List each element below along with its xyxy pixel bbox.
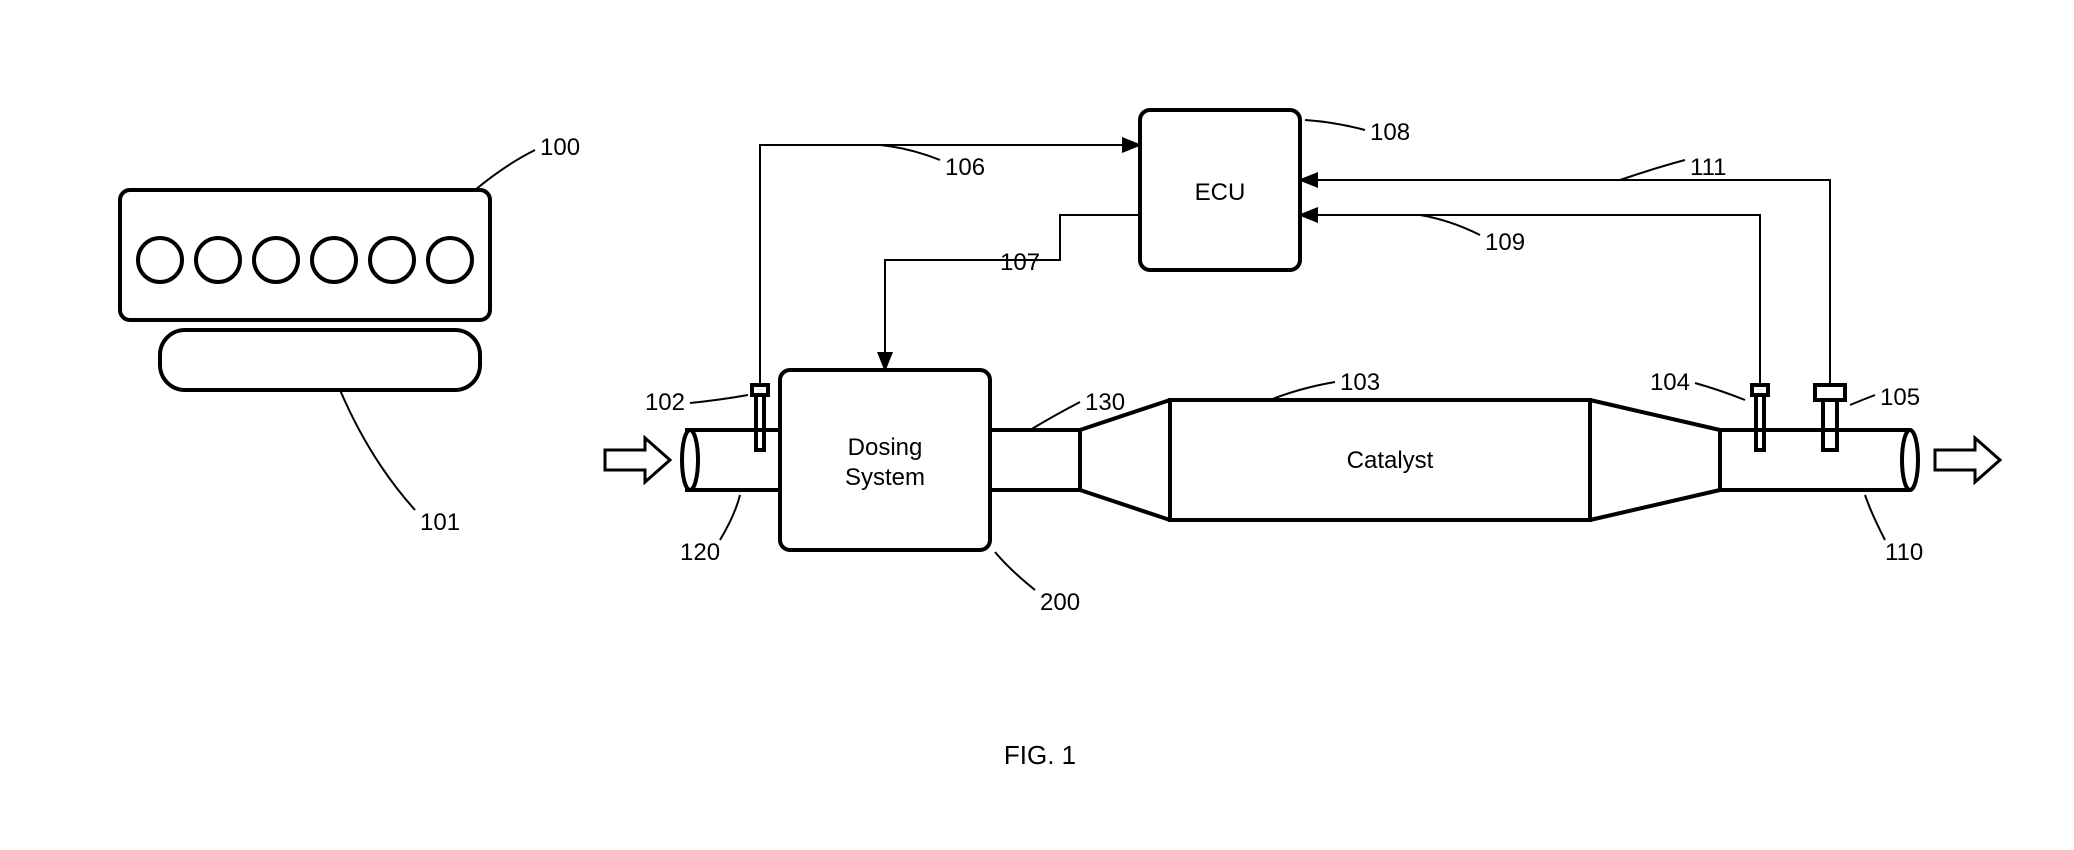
ref-106: 106 bbox=[945, 154, 985, 181]
leader-111 bbox=[1620, 160, 1685, 180]
ref-105: 105 bbox=[1880, 384, 1920, 411]
leader-103 bbox=[1270, 382, 1335, 400]
leader-200 bbox=[995, 552, 1035, 590]
sensor-102 bbox=[752, 385, 768, 450]
cylinder-icon bbox=[138, 238, 182, 282]
signal-109 bbox=[1300, 215, 1760, 385]
figure-caption: FIG. 1 bbox=[1004, 740, 1076, 771]
cylinder-icon bbox=[196, 238, 240, 282]
ref-100: 100 bbox=[540, 134, 580, 161]
dosing-label-line2: System bbox=[845, 464, 925, 491]
ref-109: 109 bbox=[1485, 229, 1525, 256]
leader-100 bbox=[475, 150, 535, 190]
ref-200: 200 bbox=[1040, 589, 1080, 616]
leader-110 bbox=[1865, 495, 1885, 540]
signal-111 bbox=[1300, 180, 1830, 385]
leader-109 bbox=[1420, 215, 1480, 235]
signal-106 bbox=[760, 145, 1140, 385]
ref-120: 120 bbox=[680, 539, 720, 566]
engine-block bbox=[120, 190, 490, 320]
ref-101: 101 bbox=[420, 509, 460, 536]
ref-104: 104 bbox=[1650, 369, 1690, 396]
sensor-104 bbox=[1752, 385, 1768, 450]
ref-108: 108 bbox=[1370, 119, 1410, 146]
ref-110: 110 bbox=[1885, 539, 1923, 566]
leader-101 bbox=[340, 390, 415, 510]
diagram-svg: ECU Dosing System Catalyst bbox=[40, 40, 2040, 810]
ecu-label: ECU bbox=[1195, 179, 1246, 206]
diagram-container: ECU Dosing System Catalyst bbox=[40, 40, 2040, 810]
ref-130: 130 bbox=[1085, 389, 1125, 416]
leader-130 bbox=[1030, 402, 1080, 430]
dosing-label-line1: Dosing bbox=[848, 434, 923, 461]
outlet-flow-arrow bbox=[1935, 438, 2000, 482]
mid-pipe bbox=[990, 430, 1080, 490]
catalyst-label: Catalyst bbox=[1347, 447, 1434, 474]
ref-102: 102 bbox=[645, 389, 685, 416]
manifold-block bbox=[160, 330, 480, 390]
ref-107: 107 bbox=[1000, 249, 1040, 276]
leader-102 bbox=[690, 395, 748, 403]
signal-107 bbox=[885, 215, 1140, 370]
inlet-flow-arrow bbox=[605, 438, 670, 482]
sensor-105 bbox=[1815, 385, 1845, 450]
ref-111: 111 bbox=[1690, 154, 1726, 181]
outlet-pipe bbox=[1720, 430, 1918, 490]
leader-108 bbox=[1305, 120, 1365, 130]
leader-120 bbox=[720, 495, 740, 540]
cylinder-icon bbox=[428, 238, 472, 282]
ref-103: 103 bbox=[1340, 369, 1380, 396]
cylinder-icon bbox=[312, 238, 356, 282]
leader-106 bbox=[880, 145, 940, 160]
leader-104 bbox=[1695, 383, 1745, 400]
leader-105 bbox=[1850, 395, 1875, 405]
cylinder-icon bbox=[370, 238, 414, 282]
cylinder-icon bbox=[254, 238, 298, 282]
